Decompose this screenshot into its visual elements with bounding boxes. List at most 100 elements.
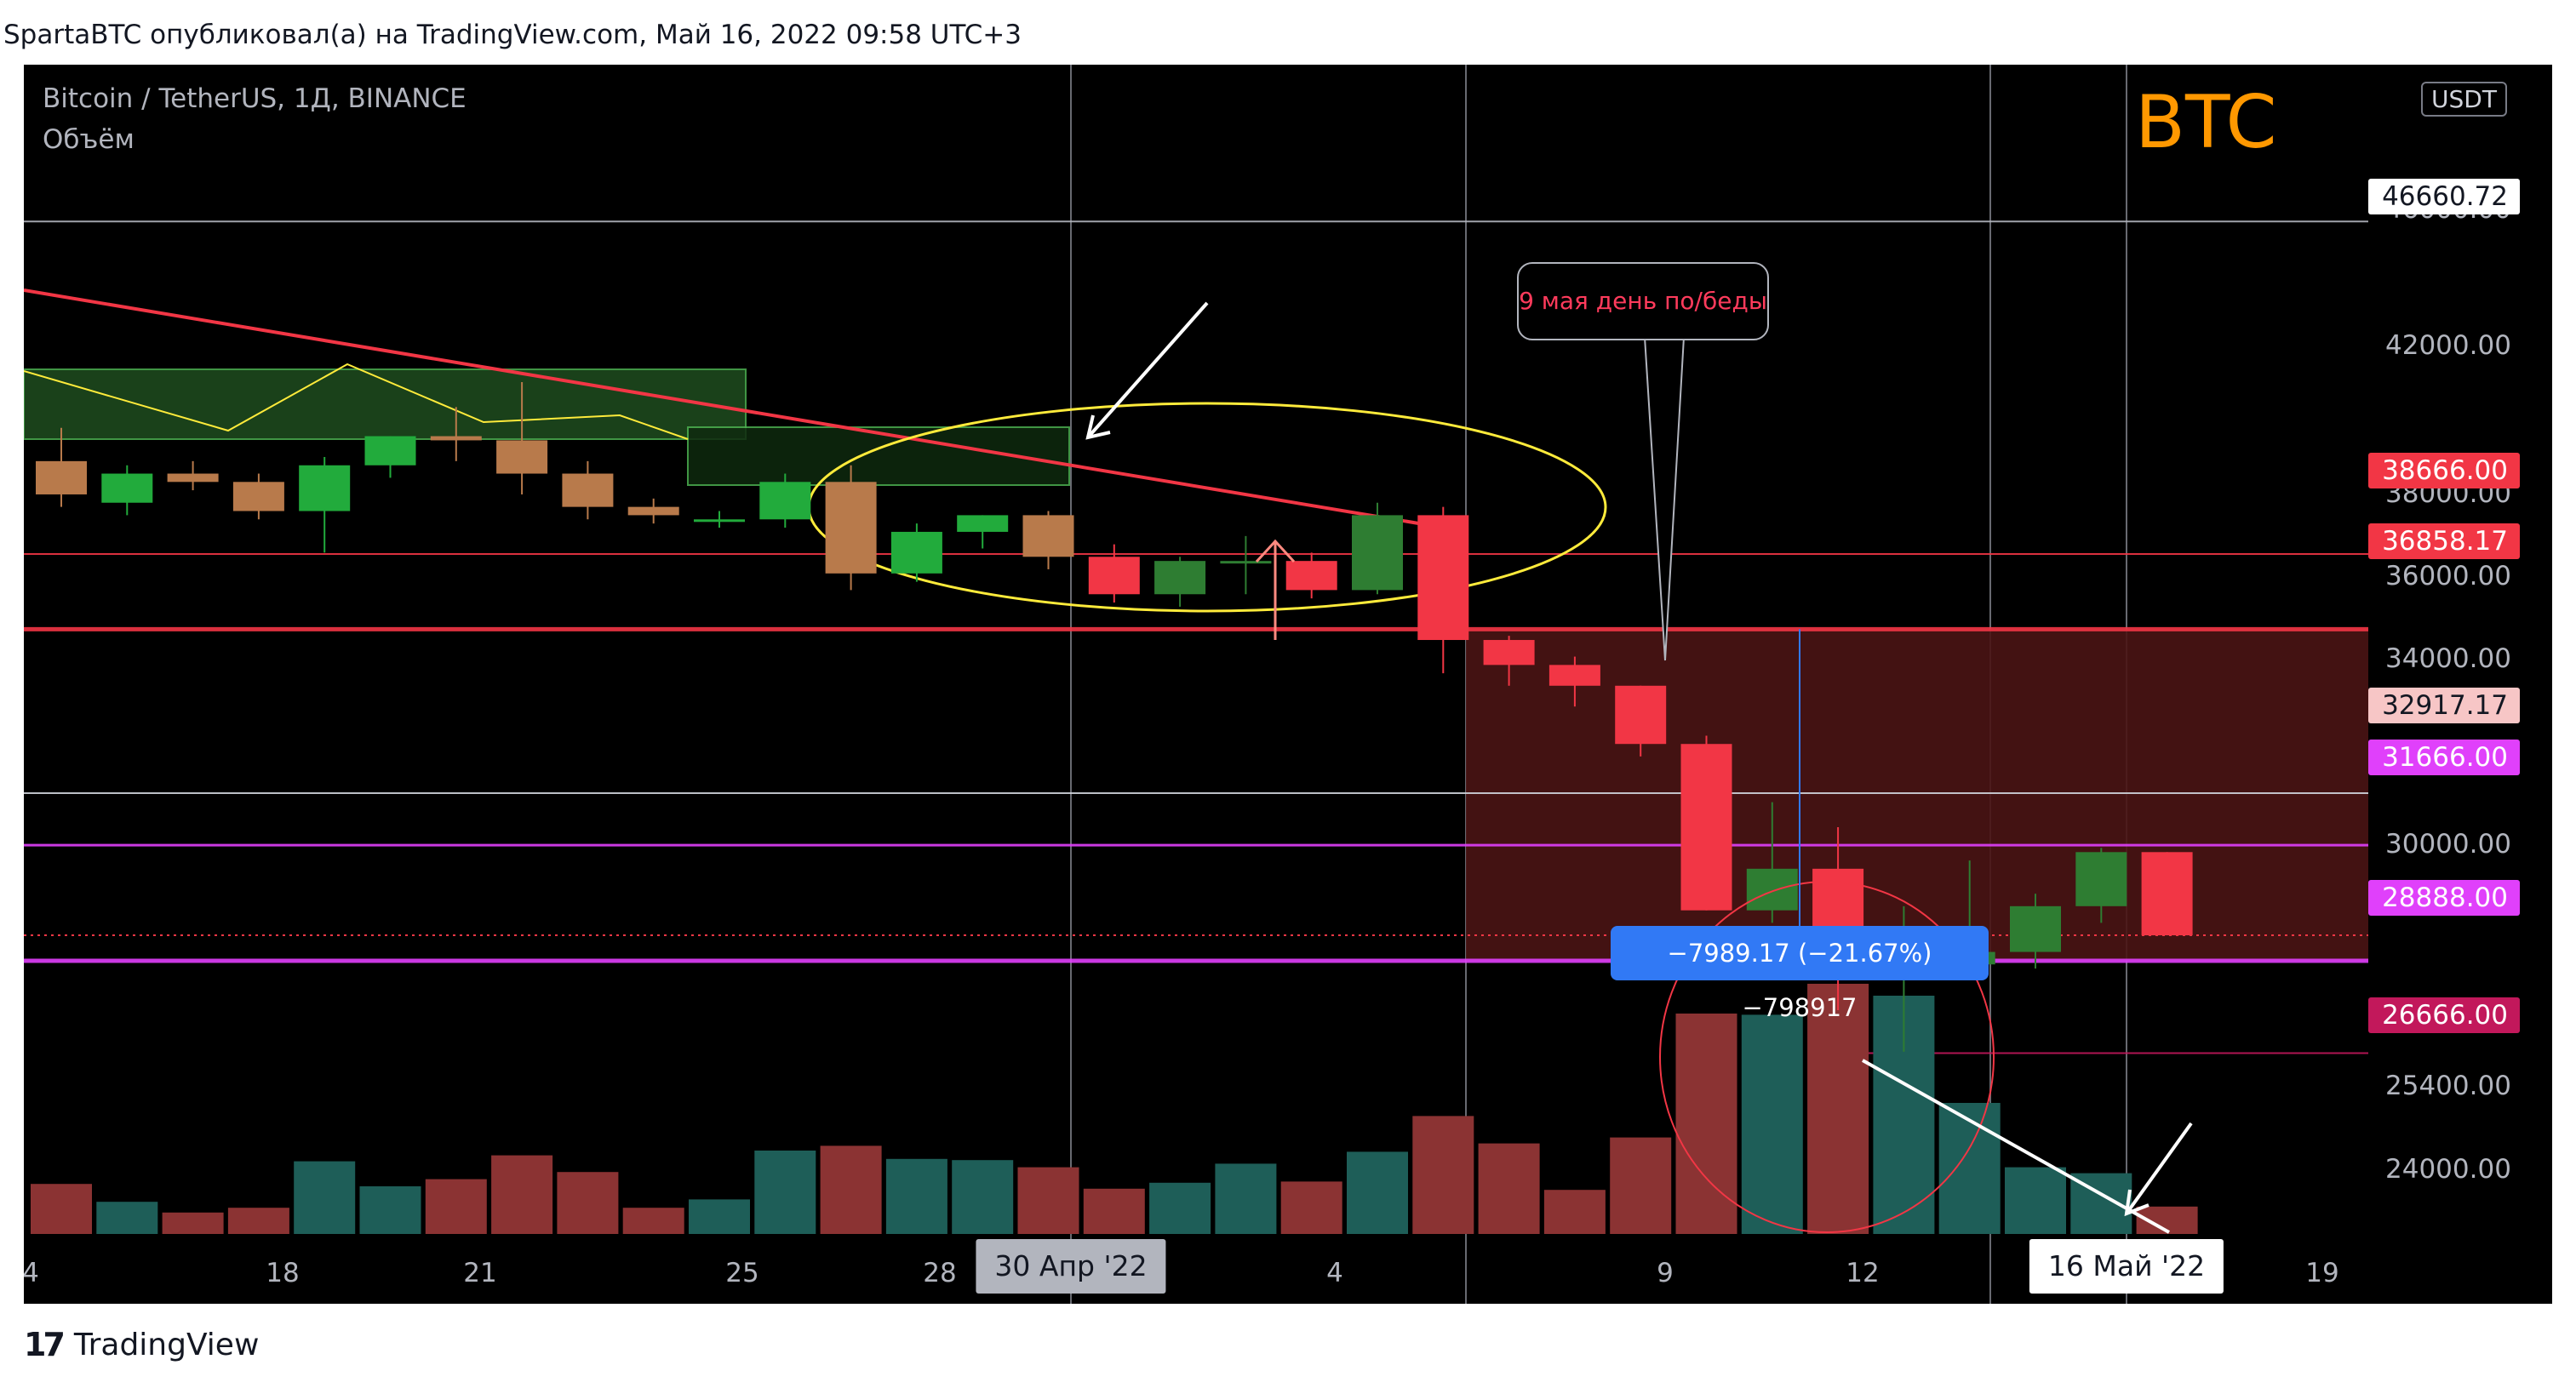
time-axis-label: 28 (923, 1258, 957, 1288)
arrow-head-icon (1085, 414, 1111, 440)
volume-bar (557, 1172, 619, 1234)
candle-body (1746, 868, 1798, 911)
publisher-header: SpartaBTC опубликовал(а) на TradingView.… (3, 20, 1022, 50)
volume-bar (491, 1155, 553, 1234)
volume-bar (96, 1202, 158, 1234)
candle-body (1352, 515, 1403, 591)
arrow-head-icon (1255, 539, 1296, 563)
time-badge[interactable]: 30 Апр '22 (976, 1239, 1166, 1294)
price-axis-label: 25400.00 (2385, 1071, 2511, 1101)
volume-bar (2005, 1167, 2066, 1234)
candle-body (167, 473, 219, 483)
time-axis-label: 18 (266, 1258, 300, 1288)
candle-body (364, 436, 416, 466)
chart-area[interactable]: Bitcoin / TetherUS, 1Д, BINANCE Объём BT… (24, 65, 2552, 1304)
candle-body (1154, 561, 1206, 595)
ticker-label: BTC (2135, 80, 2277, 165)
candle-body (825, 482, 877, 574)
candle-body (1285, 561, 1337, 591)
candle-body (1680, 744, 1732, 911)
price-badge[interactable]: 26666.00 (2368, 997, 2520, 1033)
footer: 17 TradingView (24, 1319, 259, 1370)
volume-bar (1741, 1014, 1803, 1234)
candle-body (232, 482, 284, 511)
candle-body (299, 465, 351, 511)
candle-body (2010, 905, 2061, 952)
volume-bar (1478, 1143, 1540, 1234)
volume-bar (952, 1160, 1014, 1234)
candle-body (1483, 640, 1535, 665)
footer-brand: TradingView (73, 1327, 260, 1362)
candle-body (1548, 665, 1600, 686)
volume-bar (1412, 1116, 1474, 1234)
volume-bar (31, 1184, 92, 1234)
candle-body (1615, 685, 1667, 745)
red-zone-rect (1466, 629, 2368, 961)
volume-bar (1938, 1103, 2001, 1234)
volume-bar (1017, 1167, 1079, 1234)
volume-bar (1280, 1181, 1342, 1234)
arrow-line-icon (2125, 1122, 2193, 1215)
candle-body (1220, 561, 1272, 564)
volume-bar (1215, 1163, 1277, 1234)
time-axis-label: 25 (725, 1258, 759, 1288)
price-axis-label: 30000.00 (2385, 829, 2511, 860)
candle-body (2075, 852, 2127, 906)
volume-bar (885, 1158, 947, 1234)
candle-body (1088, 557, 1140, 595)
time-badge[interactable]: 16 Май '22 (2029, 1239, 2224, 1294)
time-axis-label: 4 (1326, 1258, 1343, 1288)
callout-pointer (1644, 336, 1685, 661)
volume-circle (1659, 881, 1995, 1233)
candle-body (627, 506, 679, 516)
price-badge[interactable]: 31666.00 (2368, 740, 2520, 775)
price-badge[interactable]: 28888.00 (2368, 880, 2520, 916)
candle-body (2141, 852, 2193, 936)
price-badge[interactable]: 46660.72 (2368, 179, 2520, 214)
candle-body (496, 440, 548, 474)
measure-tool-label[interactable]: −7989.17 (−21.67%) −798917 (1611, 926, 1989, 1022)
price-axis-label: 36000.00 (2385, 561, 2511, 591)
volume-bar (425, 1179, 487, 1234)
volume-bar (359, 1186, 421, 1234)
price-badge[interactable]: 36858.17 (2368, 523, 2520, 559)
time-axis-label: 9 (1657, 1258, 1674, 1288)
volume-bar (1543, 1190, 1606, 1234)
volume-bar (1807, 984, 1869, 1234)
volume-bar (162, 1212, 224, 1234)
volume-bar (294, 1161, 356, 1234)
candle-body (430, 436, 482, 441)
zigzag-line (24, 363, 689, 440)
symbol-title: Bitcoin / TetherUS, 1Д, BINANCE (43, 83, 467, 114)
callout-annotation[interactable]: 9 мая день по/беды (1517, 262, 1769, 340)
tradingview-logo-icon: 17 (24, 1326, 66, 1363)
volume-bar (689, 1199, 750, 1234)
arrow-line-icon (1086, 301, 1209, 439)
volume-title: Объём (43, 124, 135, 155)
price-badge[interactable]: 38666.00 (2368, 453, 2520, 488)
time-axis-label: 12 (1846, 1258, 1880, 1288)
candle-body (562, 473, 614, 507)
volume-bar (1347, 1151, 1408, 1234)
candle-body (890, 531, 942, 574)
time-axis-label: 4 (24, 1258, 39, 1288)
volume-bar (754, 1151, 816, 1234)
trendline (24, 288, 1465, 533)
time-axis-label: 21 (463, 1258, 497, 1288)
chart-plot[interactable] (24, 65, 2552, 1304)
price-badge[interactable]: 32917.17 (2368, 688, 2520, 723)
volume-bar (1149, 1182, 1211, 1234)
volume-bar (820, 1145, 882, 1234)
price-axis-label: 42000.00 (2385, 330, 2511, 361)
currency-button[interactable]: USDT (2421, 82, 2507, 117)
candle-body (1022, 515, 1074, 557)
volume-bar (1675, 1014, 1737, 1234)
green-zone-rect (687, 426, 1070, 486)
arrow-head-icon (2124, 1189, 2150, 1217)
candle-body (1417, 515, 1469, 641)
price-axis-label: 34000.00 (2385, 643, 2511, 674)
arrow-line-icon (1862, 1059, 2170, 1234)
volume-bar (1610, 1137, 1672, 1234)
volume-bar (227, 1208, 289, 1234)
volume-bar (1083, 1188, 1145, 1234)
